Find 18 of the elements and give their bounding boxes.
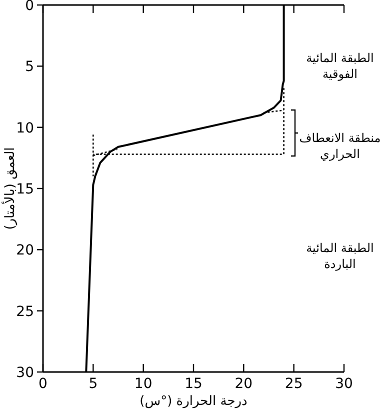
x-tick-label: 10 <box>134 376 152 392</box>
y-tick-label: 20 <box>16 242 34 259</box>
x-tick-label: 0 <box>38 376 48 392</box>
y-tick-label: 10 <box>16 120 34 136</box>
x-tick-label: 25 <box>284 376 303 392</box>
x-tick-label: 5 <box>88 376 98 392</box>
y-axis-title: العمق (بالأمتار) <box>1 147 18 230</box>
annotation: الطبقة المائية الفوقية <box>306 51 374 81</box>
y-tick-label: 30 <box>16 365 34 381</box>
annotation: الطبقة المائية الباردة <box>306 241 374 271</box>
x-tick-label: 15 <box>184 376 202 392</box>
x-tick-label: 20 <box>234 376 253 392</box>
annotation: منطقة الانعطاف الحراري <box>299 131 381 161</box>
y-tick-label: 5 <box>25 59 34 76</box>
y-tick-label: 15 <box>16 182 34 198</box>
y-tick-label: 25 <box>16 304 34 320</box>
x-axis-title: درجة الحرارة (°س) <box>140 394 248 409</box>
x-tick-label: 30 <box>335 376 353 392</box>
